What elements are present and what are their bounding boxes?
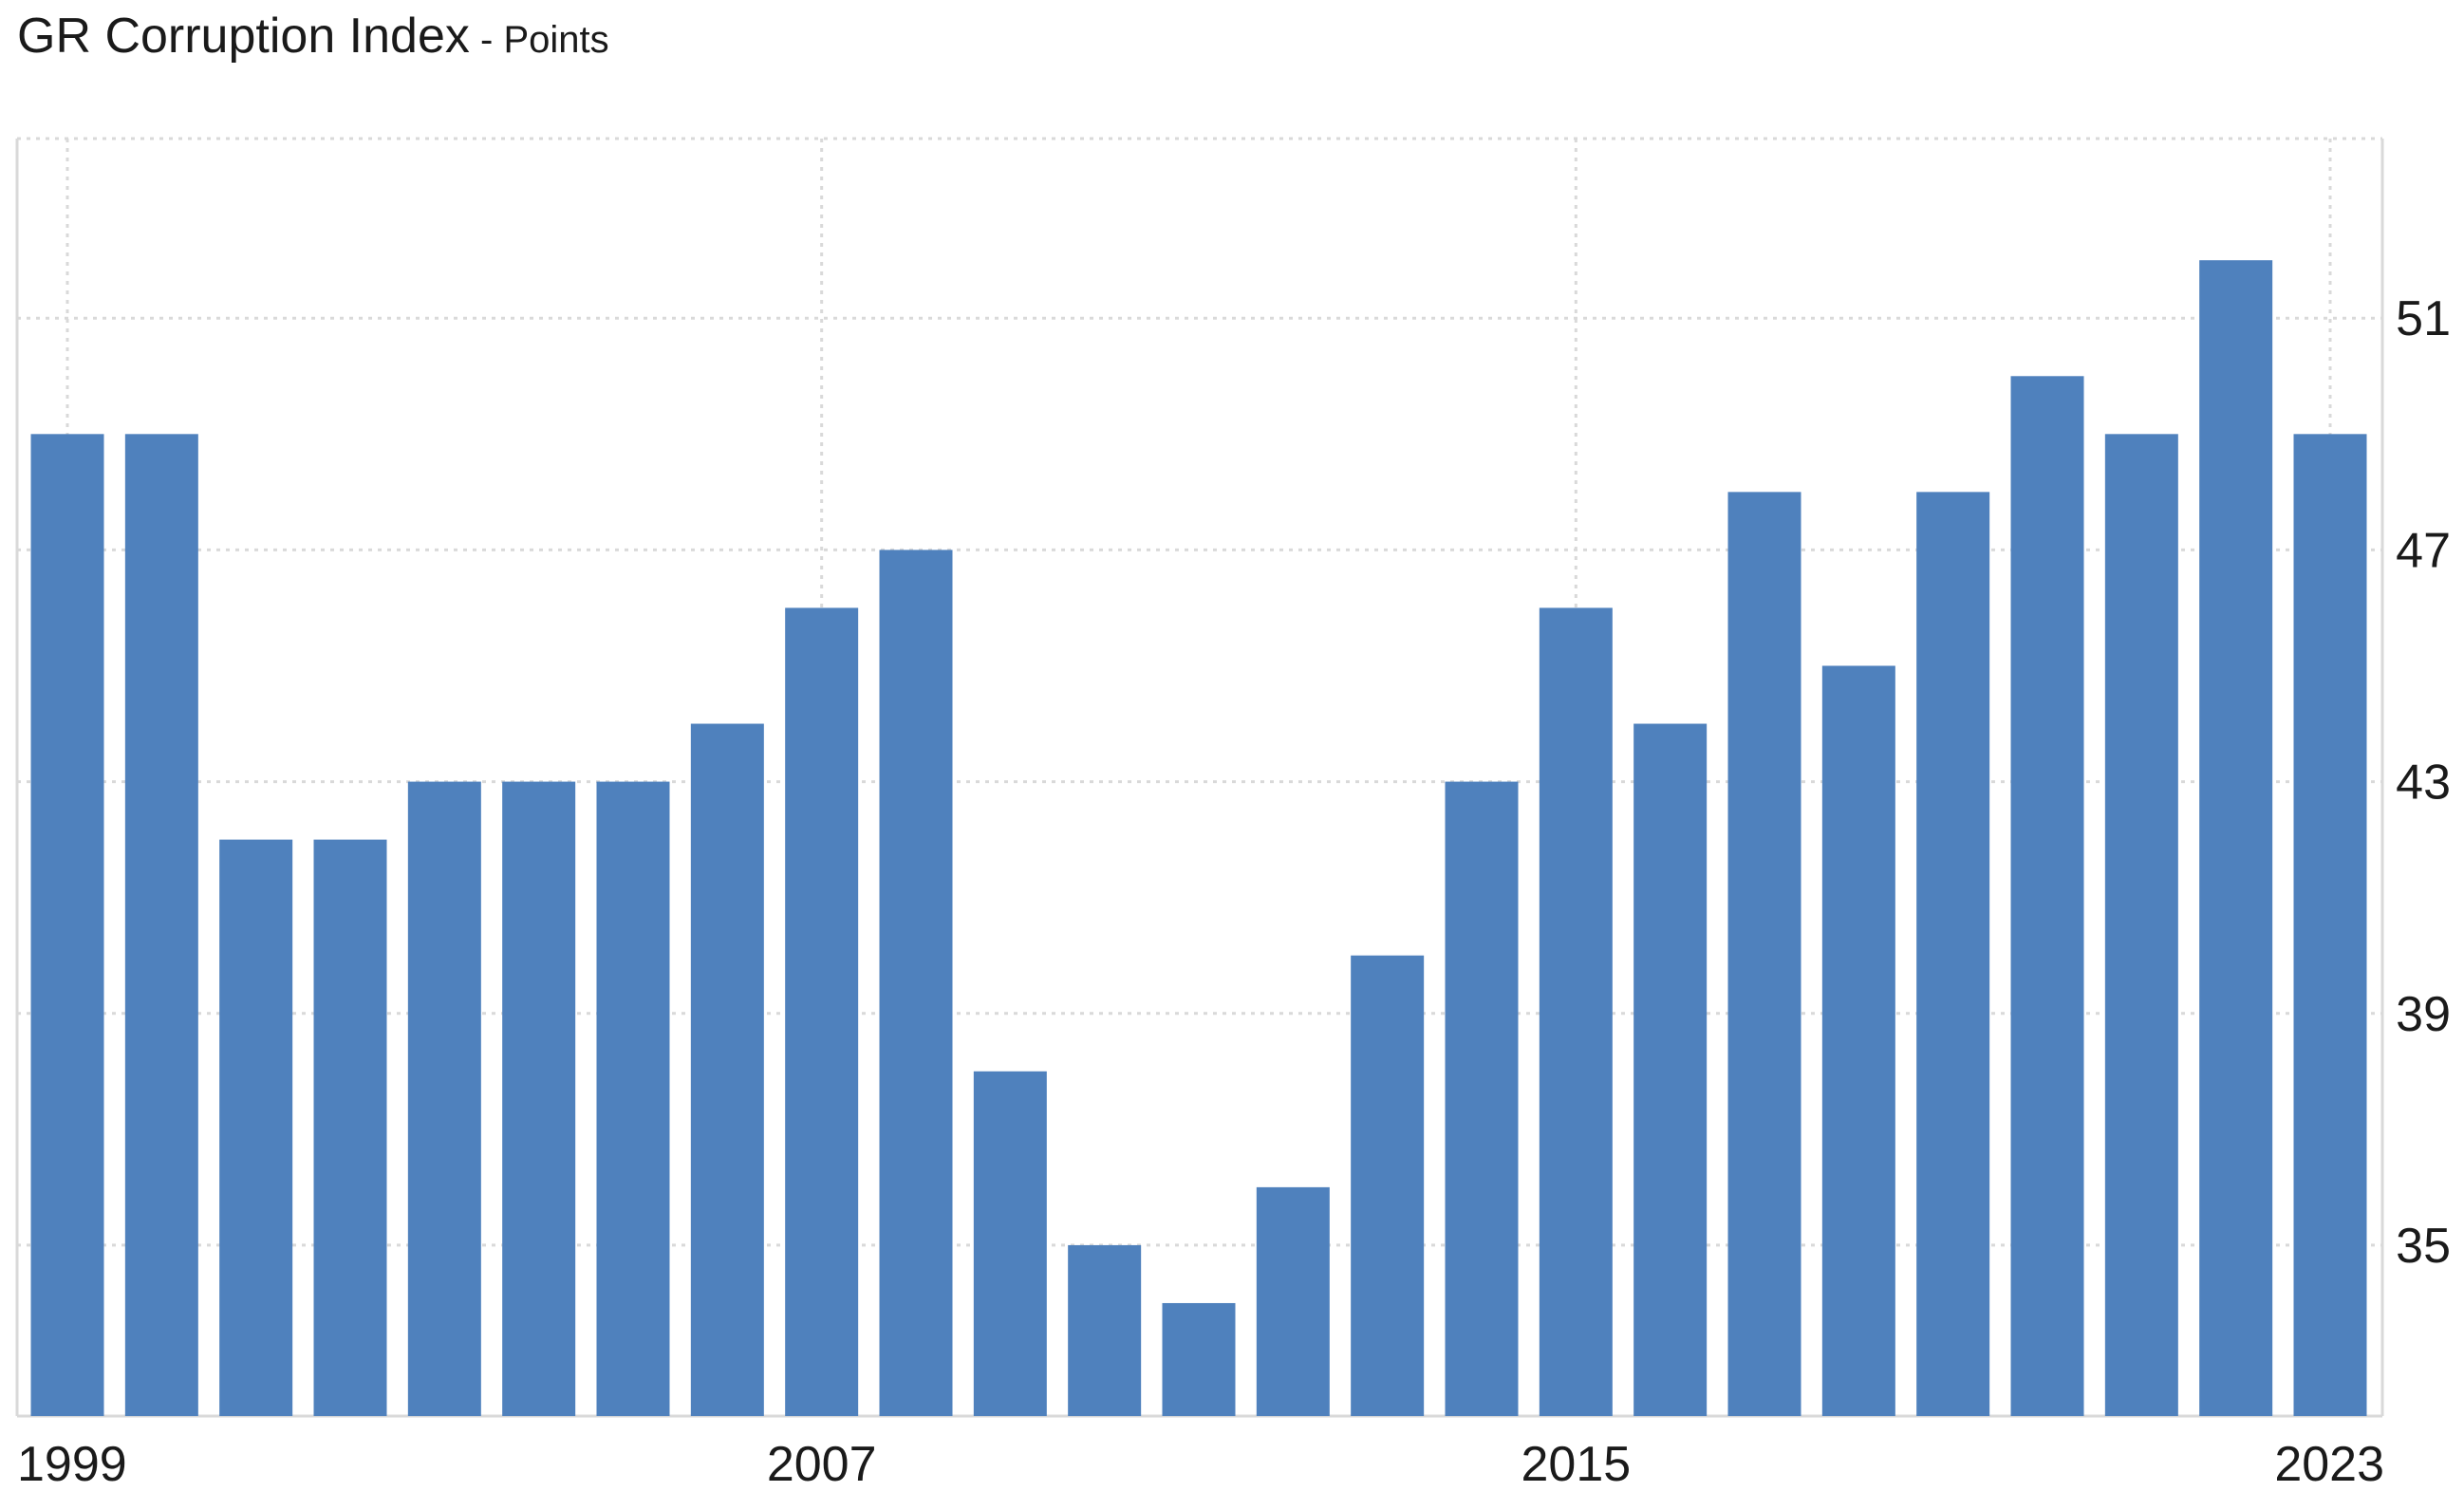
bar-2020 [2010,376,2084,1417]
bar-2006 [690,723,764,1416]
chart-title-separator: - [469,19,504,61]
bar-2009 [973,1071,1047,1416]
x-tick-label-2023: 2023 [2274,1437,2384,1492]
bar-2007 [785,607,859,1416]
x-tick-label-2007: 2007 [767,1437,877,1492]
x-tick-label-1999: 1999 [17,1437,127,1492]
bar-1999 [30,434,104,1417]
chart-title: GR Corruption Index - Points [17,6,609,70]
bar-2010 [1068,1244,1142,1416]
bar-2012 [1256,1186,1330,1416]
bar-2021 [2104,434,2178,1417]
bars [30,260,2367,1417]
bar-2018 [1821,665,1895,1416]
y-tick-label-39: 39 [2396,987,2451,1042]
bar-2015 [1539,607,1613,1416]
bar-2019 [1916,492,1990,1416]
y-tick-label-51: 51 [2396,291,2451,346]
bar-2013 [1351,955,1425,1416]
x-tick-label-2015: 2015 [1521,1437,1631,1492]
x-axis-ticks: 1999 2007 2015 2023 [17,1437,2384,1492]
bar-2003 [407,781,481,1416]
bar-2017 [1727,492,1801,1416]
bar-2001 [219,839,293,1416]
y-tick-label-43: 43 [2396,755,2451,811]
bar-2004 [502,781,576,1416]
y-tick-label-47: 47 [2396,523,2451,578]
chart-title-main: GR Corruption Index [17,9,470,64]
y-tick-label-35: 35 [2396,1219,2451,1274]
bar-2014 [1445,781,1519,1416]
bar-2022 [2199,260,2273,1417]
chart-title-unit: Points [503,19,609,61]
bar-2005 [596,781,670,1416]
bar-2002 [313,839,387,1416]
bar-2000 [124,434,198,1417]
bar-2016 [1633,723,1708,1416]
bar-2011 [1162,1302,1236,1416]
y-axis-ticks: 51 47 43 39 35 [2396,291,2451,1274]
bar-2023 [2293,434,2367,1417]
bar-2008 [879,550,953,1416]
